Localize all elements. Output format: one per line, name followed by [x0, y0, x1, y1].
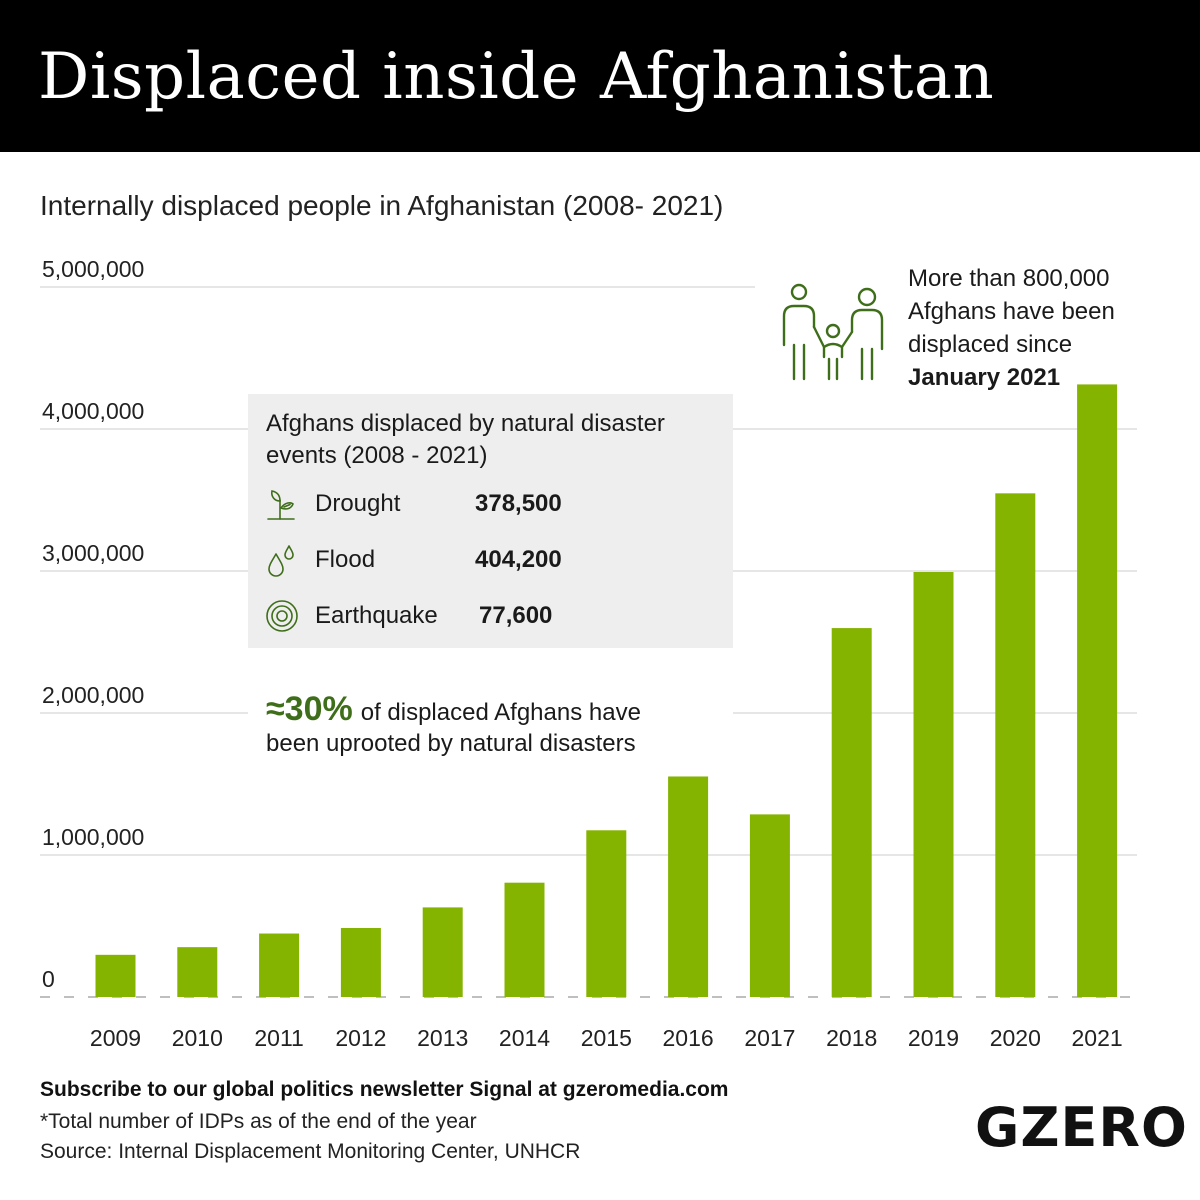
- bar-2014: [504, 882, 545, 997]
- x-tick-label: 2012: [335, 1025, 386, 1051]
- percent-text-2: been uprooted by natural disasters: [266, 730, 636, 757]
- source-note: Source: Internal Displacement Monitoring…: [40, 1140, 581, 1163]
- concentric-circles-icon: [266, 600, 298, 632]
- percent-note: ≈30% of displaced Afghans have been uproo…: [248, 690, 733, 764]
- family-icon: [782, 283, 884, 381]
- disaster-row-earthquake: Earthquake 77,600: [264, 596, 714, 636]
- family-note-line-1: More than 800,000: [908, 265, 1110, 292]
- y-tick-label: 5,000,000: [42, 256, 144, 282]
- x-tick-label: 2010: [172, 1025, 223, 1051]
- natural-disaster-callout: Afghans displaced by natural disaster ev…: [248, 394, 733, 648]
- family-note-line-4: January 2021: [908, 364, 1061, 391]
- newsletter-cta: Subscribe to our global politics newslet…: [40, 1078, 729, 1101]
- x-tick-label: 2021: [1072, 1025, 1123, 1051]
- bar-2019: [913, 571, 954, 997]
- water-drops-icon: [268, 545, 294, 577]
- footnote: *Total number of IDPs as of the end of t…: [40, 1110, 477, 1133]
- bar-2020: [995, 493, 1036, 997]
- x-tick-label: 2015: [581, 1025, 632, 1051]
- family-note-line-2: Afghans have been: [908, 298, 1115, 325]
- bar-2018: [831, 628, 872, 997]
- page-title: Displaced inside Afghanistan: [38, 40, 995, 114]
- bar-2011: [259, 933, 300, 997]
- x-tick-label: 2011: [254, 1025, 303, 1051]
- callout-title: Afghans displaced by natural disaster ev…: [266, 410, 665, 469]
- disaster-value-flood: 404,200: [475, 546, 562, 573]
- y-tick-label: 1,000,000: [42, 824, 144, 850]
- y-tick-label: 0: [42, 966, 55, 992]
- y-tick-label: 3,000,000: [42, 540, 144, 566]
- x-tick-label: 2020: [990, 1025, 1041, 1051]
- sprout-icon: [267, 490, 295, 520]
- x-tick-label: 2017: [744, 1025, 795, 1051]
- disaster-value-drought: 378,500: [475, 490, 562, 517]
- disaster-row-flood: Flood 404,200: [264, 540, 714, 580]
- bar-2017: [749, 814, 790, 997]
- y-tick-label: 2,000,000: [42, 682, 144, 708]
- bar-2012: [340, 927, 381, 997]
- bar-2021: [1077, 384, 1118, 997]
- disaster-label-earthquake: Earthquake: [315, 602, 438, 629]
- percent-text-1: of displaced Afghans have: [360, 699, 641, 726]
- percent-line-1: ≈30% of displaced Afghans have: [266, 690, 641, 729]
- x-tick-label: 2009: [90, 1025, 141, 1051]
- x-tick-label: 2016: [663, 1025, 714, 1051]
- bar-2010: [177, 947, 218, 997]
- percent-value: ≈30%: [266, 690, 353, 728]
- family-note-line-3: displaced since: [908, 331, 1073, 358]
- disaster-label-drought: Drought: [315, 490, 401, 517]
- bar-2015: [586, 830, 627, 997]
- gzero-logo: GZERO: [975, 1096, 1188, 1159]
- x-tick-label: 2013: [417, 1025, 468, 1051]
- bar-2016: [668, 776, 709, 997]
- bar-2009: [95, 954, 136, 997]
- disaster-label-flood: Flood: [315, 546, 376, 573]
- bar-2013: [422, 907, 463, 997]
- disaster-row-drought: Drought 378,500: [264, 484, 714, 524]
- chart-subtitle: Internally displaced people in Afghanist…: [40, 190, 724, 221]
- y-tick-label: 4,000,000: [42, 398, 144, 424]
- x-tick-label: 2019: [908, 1025, 959, 1051]
- family-note: More than 800,000 Afghans have been disp…: [908, 262, 1158, 394]
- x-tick-label: 2014: [499, 1025, 550, 1051]
- x-tick-label: 2018: [826, 1025, 877, 1051]
- disaster-value-earthquake: 77,600: [479, 602, 553, 629]
- header-bar: Displaced inside Afghanistan: [0, 0, 1200, 152]
